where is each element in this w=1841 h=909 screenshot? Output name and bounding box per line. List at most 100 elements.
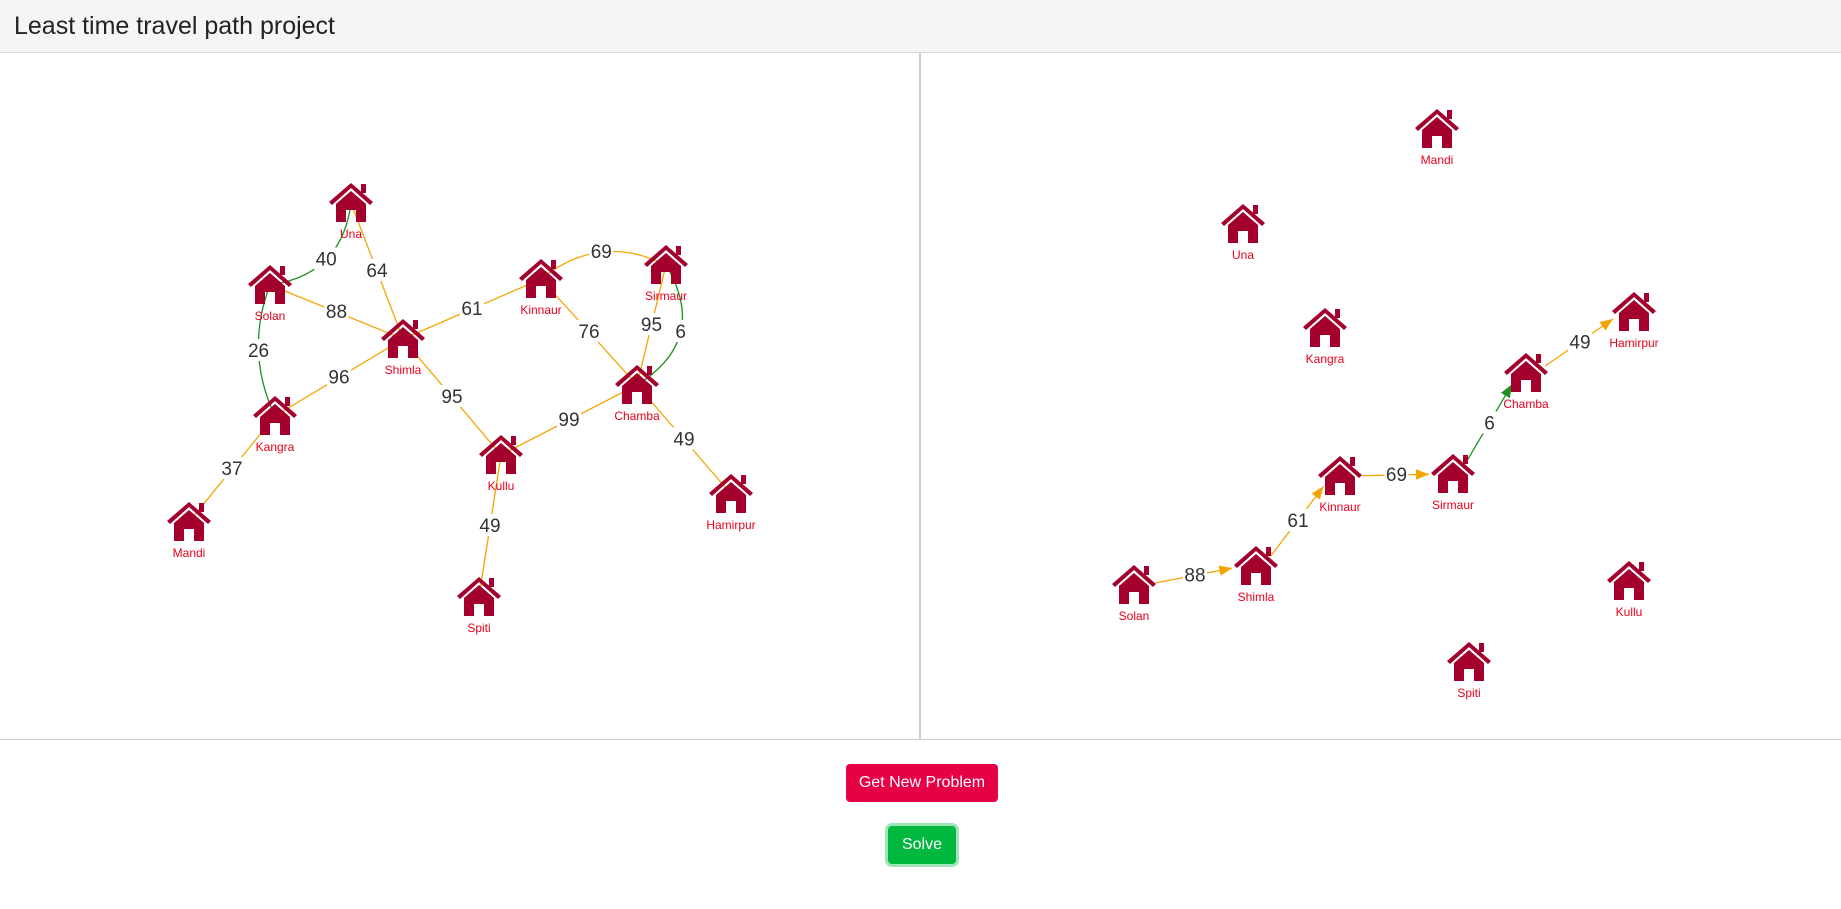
house-icon	[1112, 565, 1156, 604]
problem-node-kangra[interactable]: Kangra	[253, 396, 297, 454]
solution-node-label: Kinnaur	[1319, 500, 1360, 514]
problem-node-mandi[interactable]: Mandi	[167, 502, 211, 560]
problem-edge-weight-label: 26	[248, 341, 269, 362]
problem-node-label: Chamba	[614, 409, 660, 423]
solution-edge-weight-label: 61	[1287, 511, 1308, 532]
problem-node-chamba[interactable]: Chamba	[614, 365, 660, 423]
problem-edge-weight-label: 64	[366, 261, 388, 282]
house-icon	[1431, 454, 1475, 493]
house-icon	[381, 319, 425, 358]
solution-node-kinnaur[interactable]: Kinnaur	[1318, 456, 1362, 514]
solution-node-kullu[interactable]: Kullu	[1607, 561, 1651, 619]
problem-weights: 40 64 88 26 96 61 95 69 76 95 6 99 49 37 49	[220, 240, 696, 537]
solution-nodes: Mandi Una Kangra Hamirpur Chamba Kinnaur Sirma…	[1112, 109, 1659, 700]
problem-node-una[interactable]: Una	[329, 183, 373, 241]
solution-weights: 88 61 69 6 49	[1183, 330, 1592, 587]
problem-node-label: Kinnaur	[520, 303, 561, 317]
house-icon	[644, 245, 688, 284]
house-icon	[709, 474, 753, 513]
problem-edge-weight-label: 95	[641, 315, 662, 336]
problem-node-label: Mandi	[173, 546, 206, 560]
house-icon	[615, 365, 659, 404]
solution-node-una[interactable]: Una	[1221, 204, 1265, 262]
house-icon	[167, 502, 211, 541]
solution-edge-weight-label: 6	[1484, 414, 1495, 435]
problem-edge-weight-label: 6	[675, 322, 686, 343]
house-icon	[457, 577, 501, 616]
problem-node-sirmaur[interactable]: Sirmaur	[644, 245, 688, 303]
house-icon	[1504, 353, 1548, 392]
problem-edge-weight-label: 69	[591, 242, 612, 263]
problem-node-label: Hamirpur	[706, 518, 755, 532]
solution-node-hamirpur[interactable]: Hamirpur	[1609, 292, 1659, 350]
solution-node-label: Hamirpur	[1609, 336, 1658, 350]
solution-node-sirmaur[interactable]: Sirmaur	[1431, 454, 1475, 512]
problem-edge-weight-label: 37	[221, 459, 242, 480]
solution-node-shimla[interactable]: Shimla	[1234, 546, 1278, 604]
solution-edges	[1155, 318, 1614, 584]
solve-button[interactable]: Solve	[888, 826, 956, 864]
solution-node-label: Sirmaur	[1432, 498, 1474, 512]
problem-node-solan[interactable]: Solan	[248, 265, 292, 323]
graph-canvas-area: Una Solan Shimla Kinnaur Sirmaur Chamba Kangra…	[0, 53, 1841, 740]
house-icon	[1221, 204, 1265, 243]
house-icon	[1447, 642, 1491, 681]
problem-node-spiti[interactable]: Spiti	[457, 577, 501, 635]
problem-edge-weight-label: 88	[326, 302, 347, 323]
problem-node-shimla[interactable]: Shimla	[381, 319, 425, 377]
problem-node-hamirpur[interactable]: Hamirpur	[706, 474, 756, 532]
get-new-problem-button[interactable]: Get New Problem	[846, 764, 998, 802]
house-icon	[1303, 308, 1347, 347]
problem-node-label: Kullu	[488, 479, 515, 493]
solution-node-solan[interactable]: Solan	[1112, 565, 1156, 623]
house-icon	[329, 183, 373, 222]
house-icon	[253, 396, 297, 435]
problem-nodes: Una Solan Shimla Kinnaur Sirmaur Chamba Kangra…	[167, 183, 756, 635]
problem-edge-weight-label: 49	[673, 430, 694, 451]
page-title: Least time travel path project	[14, 12, 335, 40]
problem-edge-weight-label: 49	[479, 516, 500, 537]
problem-edge-weight-label: 76	[578, 322, 599, 343]
house-icon	[1318, 456, 1362, 495]
problem-graph-panel[interactable]: Una Solan Shimla Kinnaur Sirmaur Chamba Kangra…	[0, 53, 921, 739]
solution-node-spiti[interactable]: Spiti	[1447, 642, 1491, 700]
problem-node-kullu[interactable]: Kullu	[479, 435, 523, 493]
solution-node-label: Chamba	[1503, 397, 1549, 411]
house-icon	[479, 435, 523, 474]
problem-node-label: Kangra	[256, 440, 295, 454]
problem-node-kinnaur[interactable]: Kinnaur	[519, 259, 563, 317]
solution-edge-weight-label: 49	[1569, 333, 1590, 354]
solution-node-chamba[interactable]: Chamba	[1503, 353, 1549, 411]
solution-node-label: Una	[1232, 248, 1254, 262]
house-icon	[1234, 546, 1278, 585]
house-icon	[248, 265, 292, 304]
solution-node-label: Kullu	[1616, 605, 1643, 619]
problem-edge-weight-label: 96	[328, 368, 349, 389]
solution-node-kangra[interactable]: Kangra	[1303, 308, 1347, 366]
problem-node-label: Sirmaur	[645, 289, 687, 303]
problem-edge-weight-label: 95	[441, 387, 462, 408]
solution-node-label: Shimla	[1238, 590, 1275, 604]
house-icon	[519, 259, 563, 298]
solution-node-label: Mandi	[1421, 153, 1454, 167]
problem-node-label: Shimla	[385, 363, 422, 377]
house-icon	[1415, 109, 1459, 148]
solution-node-mandi[interactable]: Mandi	[1415, 109, 1459, 167]
solution-node-label: Kangra	[1306, 352, 1345, 366]
solution-edge-weight-label: 88	[1184, 566, 1205, 587]
problem-node-label: Spiti	[467, 621, 490, 635]
problem-graph-svg[interactable]: Una Solan Shimla Kinnaur Sirmaur Chamba Kangra…	[0, 53, 919, 739]
app-header: Least time travel path project	[0, 0, 1841, 53]
solution-graph-panel[interactable]: Mandi Una Kangra Hamirpur Chamba Kinnaur Sirma…	[922, 53, 1841, 739]
house-icon	[1612, 292, 1656, 331]
problem-node-label: Solan	[255, 309, 286, 323]
problem-edge-weight-label: 40	[316, 249, 337, 270]
solution-graph-svg[interactable]: Mandi Una Kangra Hamirpur Chamba Kinnaur Sirma…	[922, 53, 1841, 739]
solution-node-label: Spiti	[1457, 686, 1480, 700]
problem-edge-weight-label: 99	[558, 410, 579, 431]
problem-node-label: Una	[340, 227, 362, 241]
house-icon	[1607, 561, 1651, 600]
solution-edge-weight-label: 69	[1386, 465, 1407, 486]
solution-node-label: Solan	[1119, 609, 1150, 623]
problem-edge-weight-label: 61	[461, 299, 482, 320]
